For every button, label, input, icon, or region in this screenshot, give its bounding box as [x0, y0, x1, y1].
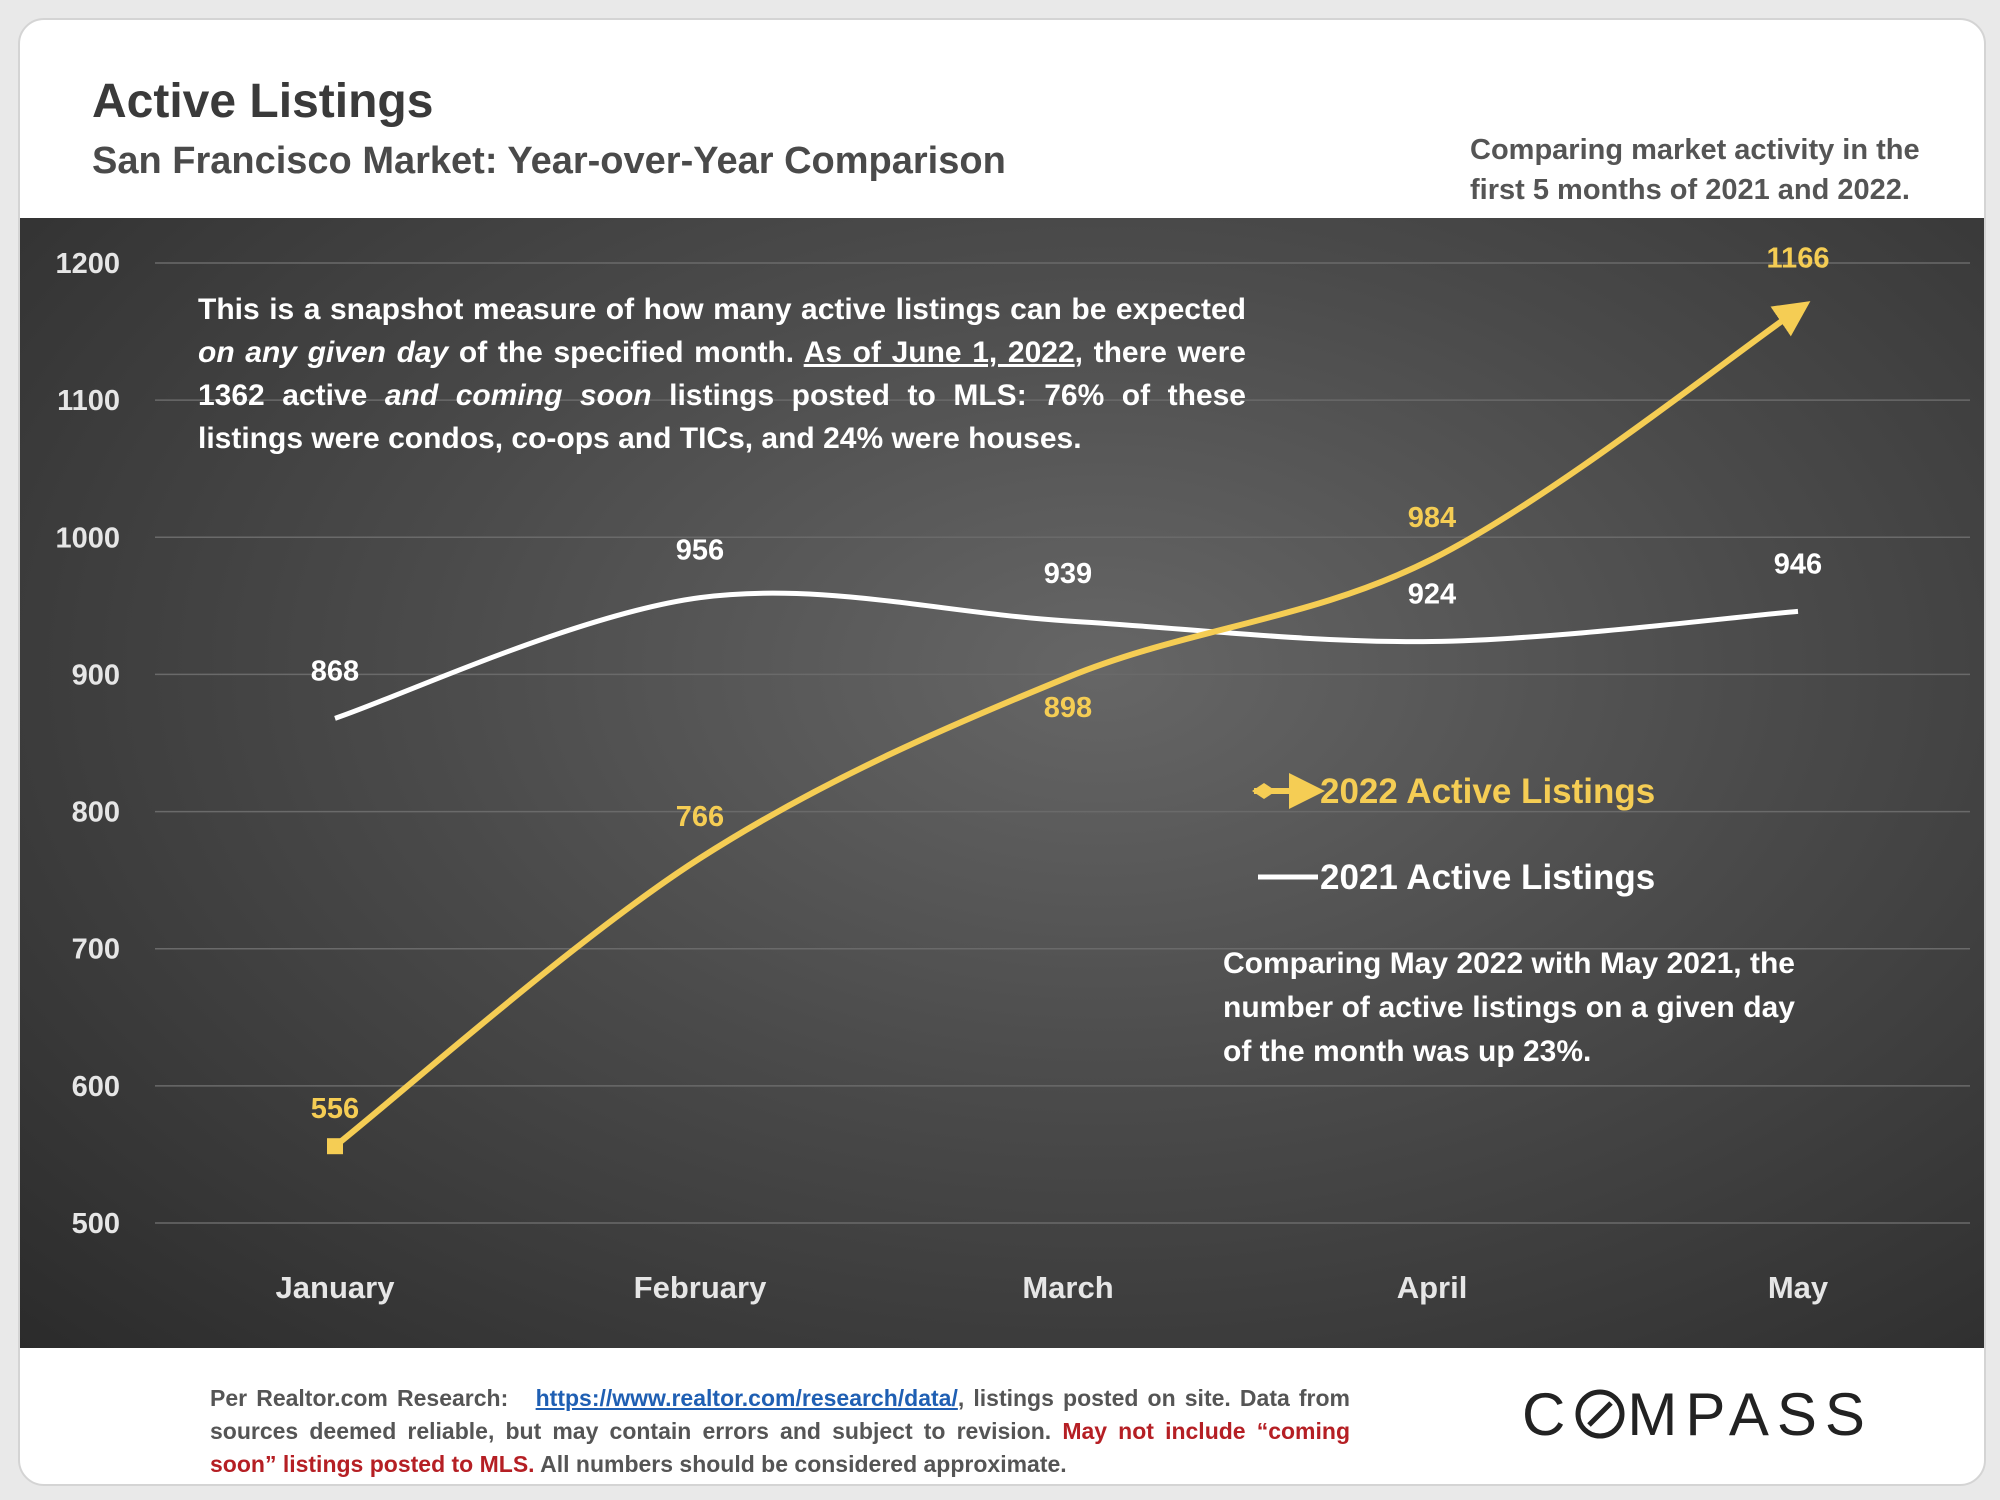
data-label-2022: 984 [1408, 502, 1456, 534]
legend-2021-label: 2021 Active Listings [1320, 858, 1655, 897]
footer-disclaimer: , listings posted on site. Data from sou… [210, 1385, 1351, 1444]
footer-suffix: All numbers should be considered approxi… [540, 1451, 1067, 1477]
logo-o-icon [1575, 1389, 1625, 1439]
data-label-2022: 898 [1044, 692, 1092, 724]
data-label-2021: 946 [1774, 548, 1822, 580]
x-tick-label: January [276, 1270, 396, 1305]
chart-card: Active Listings San Francisco Market: Ye… [18, 18, 1986, 1486]
data-label-2022: 1166 [1767, 243, 1830, 275]
series-2022-point [327, 1138, 343, 1155]
page-title: Active Listings [92, 75, 434, 128]
y-tick-label: 1000 [55, 522, 120, 554]
snapshot-note: This is a snapshot measure of how many a… [198, 288, 1246, 460]
data-label-2022: 556 [311, 1093, 359, 1125]
footer-prefix: Per Realtor.com Research: [210, 1385, 509, 1411]
legend-2022-marker [1252, 783, 1276, 799]
y-tick-label: 900 [72, 659, 120, 691]
footer-warning: May not include “coming soon” listings p… [210, 1418, 1351, 1477]
snapshot-text-g: listings posted to MLS: 76% of these lis… [198, 379, 1246, 455]
compass-logo: C MPASS [1522, 1380, 1873, 1449]
snapshot-text-e: , there were 1362 active [198, 336, 1246, 412]
snapshot-text-c: of the specified month. [458, 336, 795, 369]
data-label-2021: 868 [311, 655, 359, 687]
x-tick-label: March [1022, 1270, 1113, 1305]
snapshot-text-a: This is a snapshot measure of how many a… [198, 293, 1246, 326]
data-label-2022: 766 [676, 801, 724, 833]
comparison-note: Comparing May 2022 with May 2021, the nu… [1223, 947, 1795, 1068]
y-tick-label: 500 [72, 1208, 120, 1240]
x-tick-label: May [1768, 1270, 1829, 1305]
page-subtitle: San Francisco Market: Year-over-Year Com… [92, 140, 1006, 182]
y-tick-label: 1100 [57, 385, 120, 417]
y-tick-label: 800 [72, 797, 120, 829]
snapshot-text-f: and coming soon [384, 379, 652, 412]
x-tick-label: February [634, 1270, 767, 1305]
series-2022-line [333, 301, 1811, 1149]
y-tick-label: 600 [72, 1071, 120, 1103]
data-label-2021: 956 [676, 535, 724, 567]
y-tick-label: 1200 [55, 248, 120, 280]
source-link[interactable]: https://www.realtor.com/research/data/ [535, 1385, 958, 1411]
data-label-2021: 939 [1044, 558, 1092, 590]
y-tick-label: 700 [72, 934, 120, 966]
snapshot-text-b: on any given day [198, 336, 449, 369]
series-2021-line [334, 590, 1799, 721]
logo-text-b: MPASS [1627, 1381, 1873, 1448]
intro-text: Comparing market activity in the first 5… [1470, 130, 1970, 210]
intro-line-1: Comparing market activity in the [1470, 134, 1920, 166]
intro-line-2: first 5 months of 2021 and 2022. [1470, 174, 1910, 206]
snapshot-date: As of June 1, 2022 [803, 336, 1075, 369]
line-chart: 500 600 700 800 900 1000 1100 1200 January Februa… [55, 243, 1970, 1305]
data-label-2021: 924 [1408, 579, 1456, 611]
legend-2022-label: 2022 Active Listings [1320, 772, 1655, 811]
logo-text-a: C [1522, 1381, 1574, 1448]
x-tick-label: April [1397, 1270, 1468, 1305]
chart-panel: 500 600 700 800 900 1000 1100 1200 January Februa… [20, 218, 1984, 1348]
source-footer: Per Realtor.com Research: https://www.re… [210, 1382, 1350, 1481]
